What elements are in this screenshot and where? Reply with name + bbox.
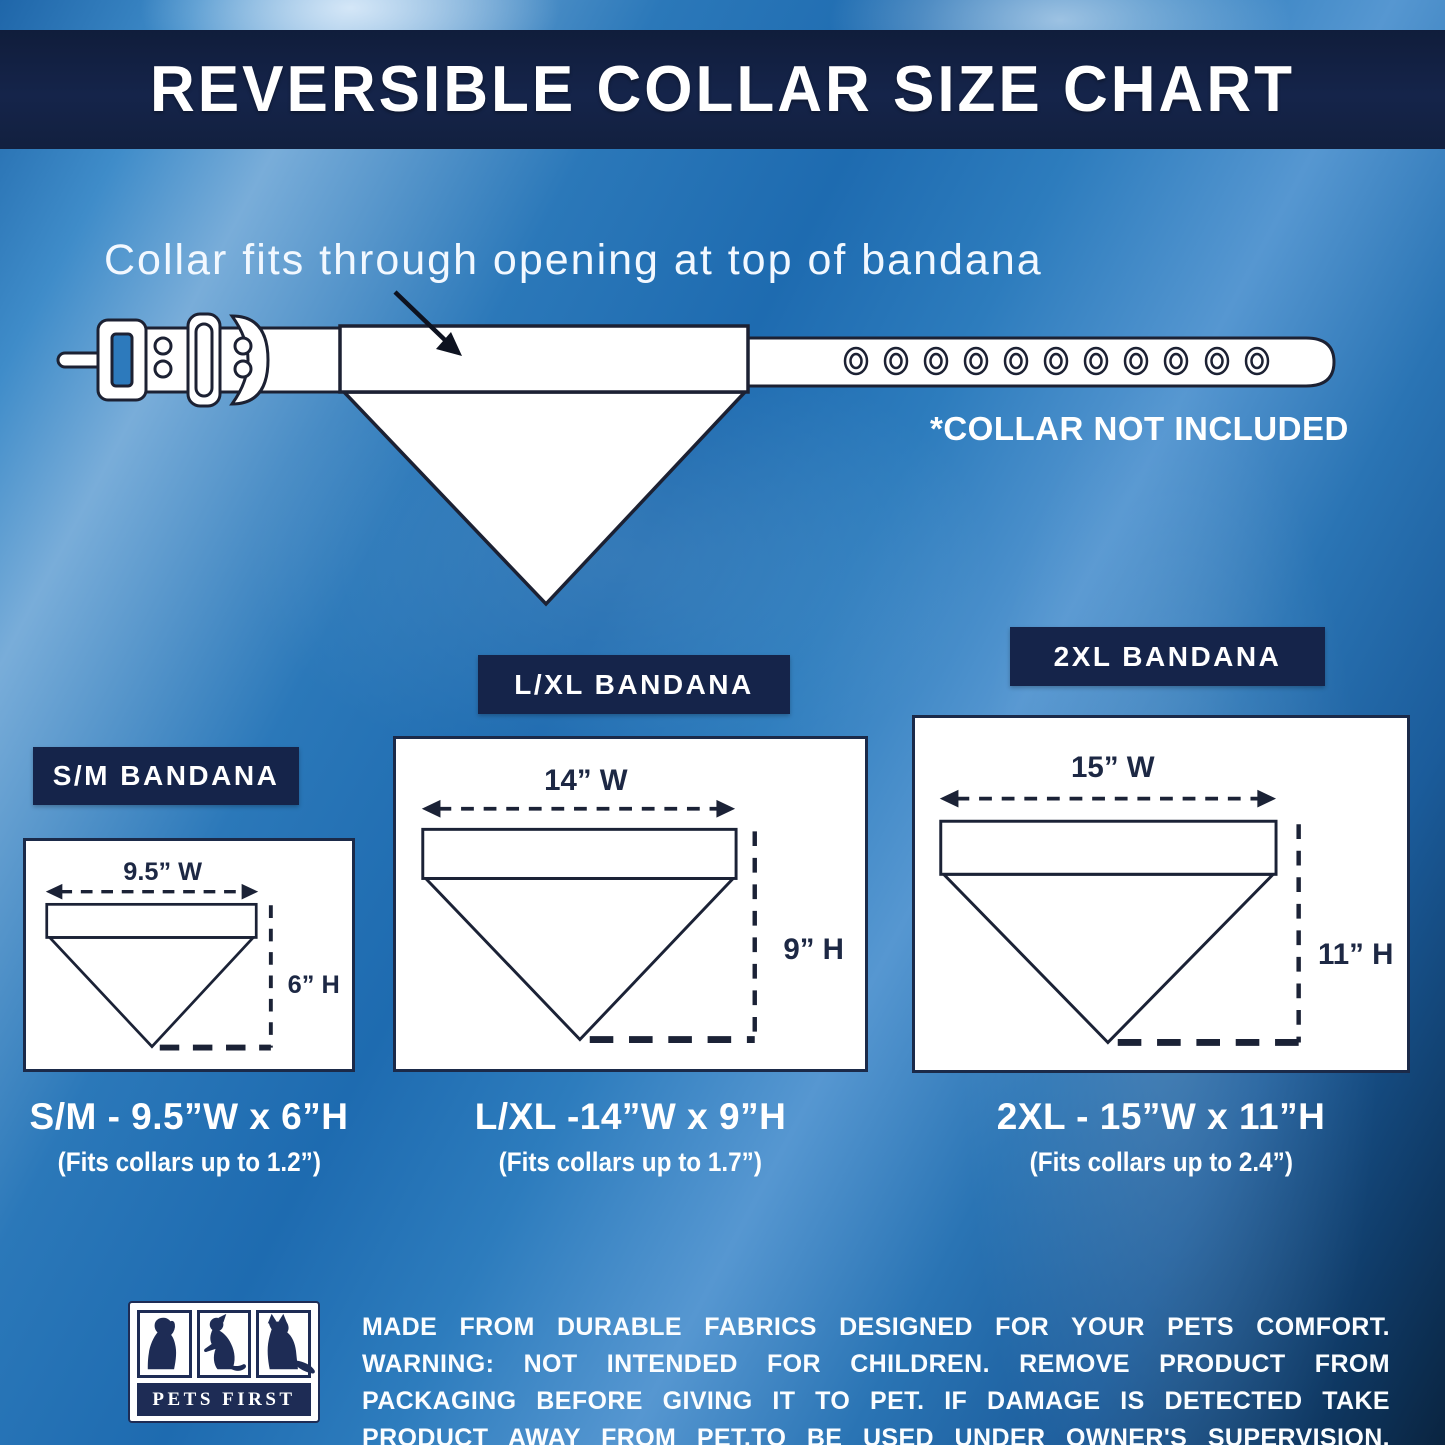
size-panel-lxl: 14” W 9” H xyxy=(393,736,868,1072)
lxl-fits: (Fits collars up to 1.7”) xyxy=(498,1147,763,1177)
bandana-triangle xyxy=(339,390,750,607)
pointer-arrow xyxy=(393,290,462,356)
collar-not-included-note: *COLLAR NOT INCLUDED xyxy=(930,410,1349,447)
dog-shepherd-icon xyxy=(268,1313,316,1374)
page-title: REVERSIBLE COLLAR SIZE CHART xyxy=(150,53,1295,126)
logo-frame-1 xyxy=(137,1310,192,1378)
title-banner: REVERSIBLE COLLAR SIZE CHART xyxy=(0,30,1445,149)
size-panel-sm: 9.5” W 6” H xyxy=(23,838,355,1072)
2xl-diagram: 15” W 11” H xyxy=(939,751,1393,1046)
2xl-width-label: 15” W xyxy=(1071,751,1155,784)
dog-sitting-icon xyxy=(147,1317,177,1370)
2xl-caption: 2XL - 15”W x 11”H (Fits collars up to 2.… xyxy=(912,1096,1410,1178)
sm-caption: S/M - 9.5”W x 6”H (Fits collars up to 1.… xyxy=(13,1096,365,1178)
logo-frame-2 xyxy=(196,1310,252,1378)
warning-line-2: WARNING: NOT INTENDED FOR CHILDREN. REMO… xyxy=(362,1350,1390,1378)
collar-eyelets xyxy=(843,346,1270,376)
2xl-fits: (Fits collars up to 2.4”) xyxy=(1029,1147,1293,1177)
pets-first-logo: PETS FIRST xyxy=(128,1301,320,1423)
warning-line-3: PACKAGING BEFORE GIVING IT TO PET. IF DA… xyxy=(362,1387,1390,1415)
size-label-lxl: L/XL BANDANA xyxy=(478,655,790,714)
warning-line-4: PRODUCT AWAY FROM PET.TO BE USED UNDER O… xyxy=(362,1424,1390,1445)
hero-caption: Collar fits through opening at top of ba… xyxy=(104,236,1043,284)
logo-frames xyxy=(137,1310,316,1378)
warning-line-1: MADE FROM DURABLE FABRICS DESIGNED FOR Y… xyxy=(362,1313,1390,1341)
sm-diagram: 9.5” W 6” H xyxy=(45,858,340,1051)
collar-strap-left xyxy=(118,326,348,394)
bandana-sleeve xyxy=(338,324,750,394)
size-label-2xl: 2XL BANDANA xyxy=(1010,627,1325,686)
size-label-sm: S/M BANDANA xyxy=(33,747,299,805)
lxl-dims: L/XL -14”W x 9”H xyxy=(474,1096,787,1137)
size-label-lxl-text: L/XL BANDANA xyxy=(514,668,754,700)
collar-keeper-loops xyxy=(186,312,270,408)
lxl-height-label: 9” H xyxy=(783,933,844,966)
sm-fits: (Fits collars up to 1.2”) xyxy=(57,1147,321,1177)
warning-text: MADE FROM DURABLE FABRICS DESIGNED FOR Y… xyxy=(362,1309,1390,1445)
sm-height-label: 6” H xyxy=(288,971,340,999)
size-label-2xl-text: 2XL BANDANA xyxy=(1053,640,1282,672)
lxl-caption: L/XL -14”W x 9”H (Fits collars up to 1.7… xyxy=(393,1096,868,1178)
2xl-height-label: 11” H xyxy=(1318,938,1393,971)
lxl-diagram: 14” W 9” H xyxy=(421,764,844,1043)
size-label-sm-text: S/M BANDANA xyxy=(52,760,280,791)
size-panel-2xl: 15” W 11” H xyxy=(912,715,1410,1073)
sm-dims: S/M - 9.5”W x 6”H xyxy=(29,1096,349,1137)
logo-wordmark-bar: PETS FIRST xyxy=(137,1383,311,1416)
2xl-dims: 2XL - 15”W x 11”H xyxy=(996,1096,1326,1137)
sm-width-label: 9.5” W xyxy=(123,858,202,886)
dog-begging-icon xyxy=(203,1313,246,1371)
logo-frame-3 xyxy=(256,1310,316,1378)
collar-illustration xyxy=(56,290,1336,607)
logo-wordmark: PETS FIRST xyxy=(152,1388,296,1410)
lxl-width-label: 14” W xyxy=(544,764,628,797)
